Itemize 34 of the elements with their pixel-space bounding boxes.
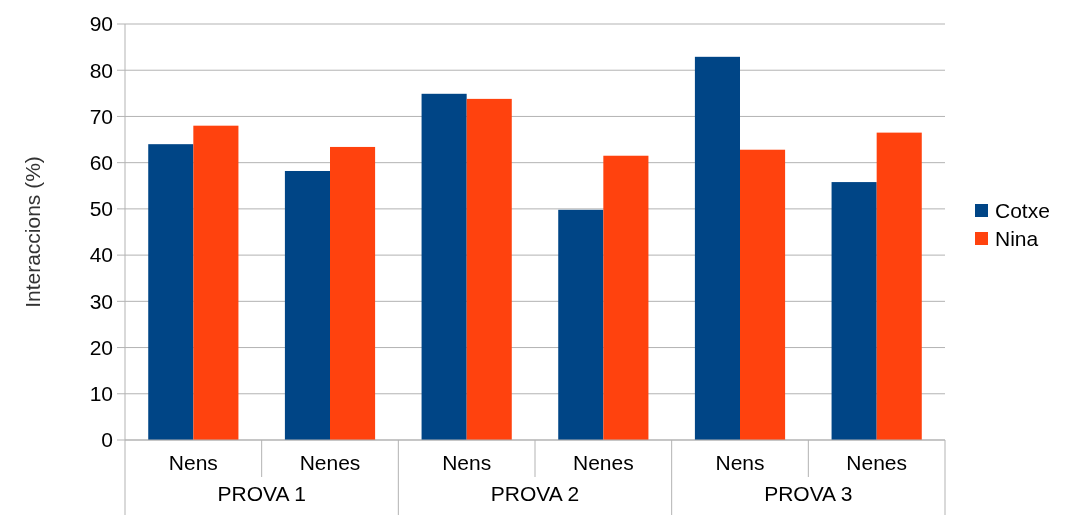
y-tick-label: 0 — [101, 428, 113, 452]
x-tick-label: Nenes — [572, 451, 634, 474]
y-axis-title: Interaccions (%) — [21, 156, 44, 308]
text: PROVA 3 — [764, 482, 853, 505]
y-tick-label: 70 — [89, 104, 113, 128]
bar — [876, 132, 922, 440]
x-tick-label: Nens — [442, 451, 492, 474]
text: PROVA 1 — [217, 482, 306, 505]
bar — [330, 146, 376, 440]
bar — [603, 155, 649, 440]
x-tick-label: Nenes — [299, 451, 361, 474]
bar — [148, 144, 194, 440]
bar — [558, 209, 604, 440]
y-tick-label: 40 — [89, 243, 113, 267]
y-tick-label: 50 — [89, 197, 113, 221]
y-tick-label: 10 — [89, 382, 113, 406]
bar — [694, 56, 740, 440]
bar — [421, 93, 467, 440]
legend-label: Nina — [995, 227, 1039, 251]
x-tick-label: Nens — [168, 451, 218, 474]
y-tick-label: 30 — [89, 289, 113, 313]
bar — [284, 170, 330, 440]
text: PROVA 2 — [490, 482, 580, 505]
y-tick-label: 20 — [89, 335, 113, 359]
y-tick-label: 80 — [89, 58, 113, 82]
y-tick-label: 90 — [89, 12, 113, 36]
bar — [831, 182, 877, 440]
legend-label: Cotxe — [995, 199, 1050, 223]
y-tick-label: 60 — [89, 151, 113, 175]
bar — [193, 125, 239, 440]
bar — [466, 98, 512, 440]
bar — [740, 149, 786, 440]
x-tick-label: Nens — [715, 451, 765, 474]
x-tick-label: Nenes — [846, 451, 908, 474]
